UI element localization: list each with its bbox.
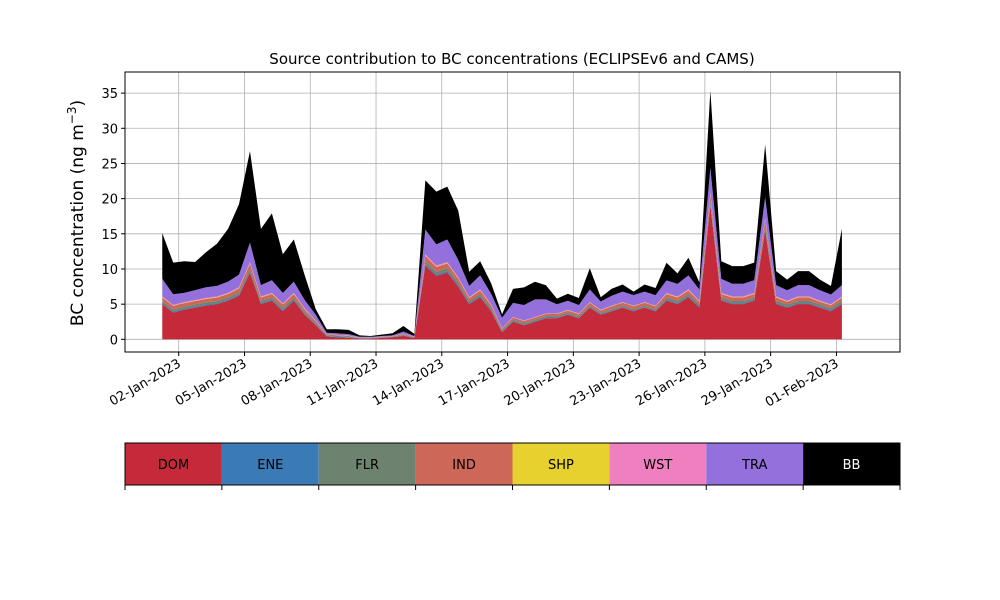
legend-swatch-bb	[803, 443, 900, 485]
y-tick-label: 35	[101, 87, 118, 102]
area-dom	[162, 205, 842, 340]
legend-swatch-ene	[221, 443, 319, 485]
x-tick-label: 17-Jan-2023	[436, 356, 513, 409]
area-bb	[162, 90, 842, 337]
y-tick-label: 25	[101, 157, 118, 172]
y-axis-label: BC concentration (ng m−3)	[65, 100, 88, 326]
plot-frame	[124, 71, 901, 353]
legend-swatch-dom	[125, 443, 222, 485]
x-tick-label: 14-Jan-2023	[370, 356, 447, 409]
legend-swatch-shp	[512, 443, 610, 485]
y-axis-label-sup: −3	[65, 106, 79, 124]
y-tick-label: 20	[101, 193, 118, 208]
x-tick-label: 20-Jan-2023	[502, 356, 579, 409]
legend-label: WST	[643, 458, 672, 473]
y-tick-label: 15	[101, 228, 118, 243]
legend-label: BB	[843, 458, 861, 473]
legend-swatch-flr	[318, 443, 416, 485]
y-axis-label-main: BC concentration (ng m	[68, 124, 88, 326]
x-tick-label: 26-Jan-2023	[633, 356, 710, 409]
legend-label: IND	[452, 458, 476, 473]
y-tick-label: 10	[101, 263, 118, 278]
y-tick-label: 5	[110, 298, 118, 313]
y-axis-ticks: 0 5 10 15 20 25 30 35	[101, 87, 125, 348]
legend-swatch-wst	[609, 443, 707, 485]
y-tick-label: 30	[101, 122, 118, 137]
legend-colorbar: DOM ENE FLR IND SHP WST TRA BB	[124, 442, 901, 490]
x-tick-label: 11-Jan-2023	[304, 356, 381, 409]
stacked-areas	[162, 90, 842, 340]
x-tick-label: 05-Jan-2023	[173, 356, 250, 409]
legend-label: SHP	[548, 458, 574, 473]
x-axis-ticks: 02-Jan-202305-Jan-202308-Jan-202311-Jan-…	[107, 352, 841, 410]
legend-swatch-ind	[415, 443, 513, 485]
x-tick-label: 02-Jan-2023	[107, 356, 184, 409]
y-tick-label: 0	[110, 333, 118, 348]
legend-swatch-tra	[706, 443, 804, 485]
chart-title: Source contribution to BC concentrations…	[269, 50, 754, 68]
legend-label: DOM	[158, 458, 189, 473]
legend-label: FLR	[355, 458, 379, 473]
x-tick-label: 23-Jan-2023	[568, 356, 645, 409]
x-tick-label: 01-Feb-2023	[763, 356, 842, 410]
x-tick-label: 08-Jan-2023	[239, 356, 316, 409]
y-axis-label-close: )	[68, 100, 88, 107]
legend-label: ENE	[257, 458, 283, 473]
legend-label: TRA	[741, 458, 767, 473]
